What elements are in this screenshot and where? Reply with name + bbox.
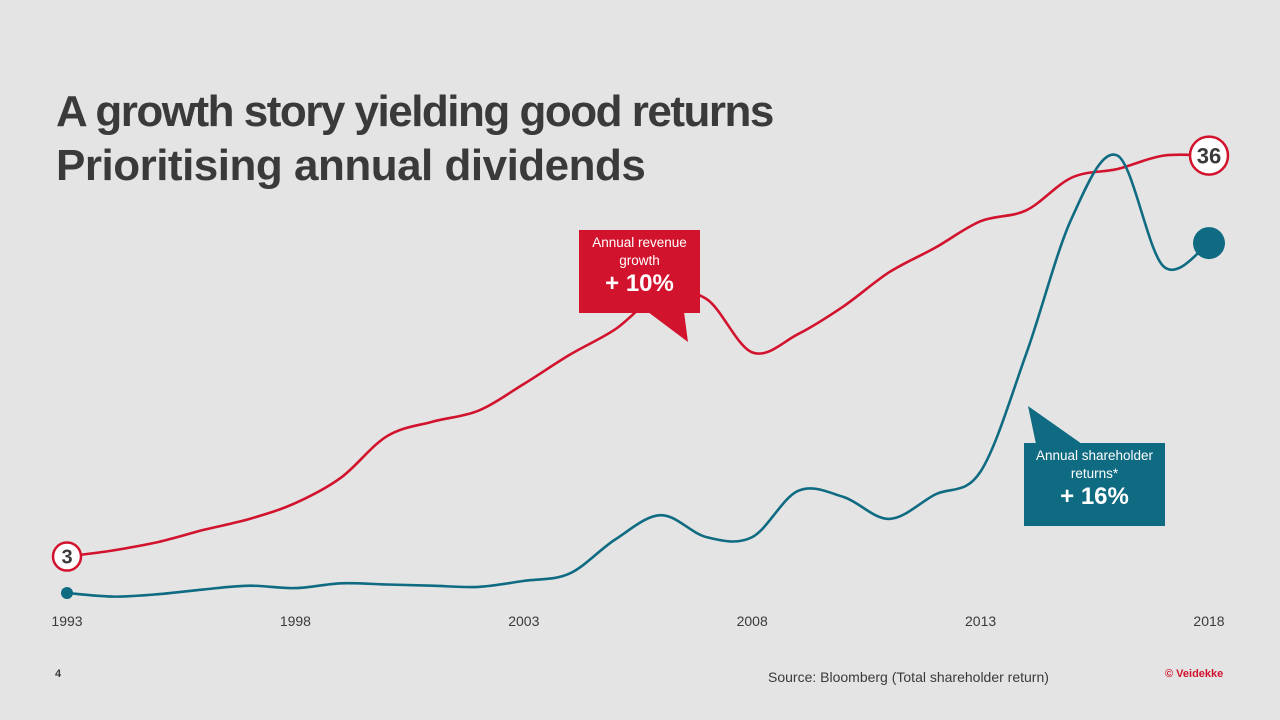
revenue-callout-label: Annual revenue growth: [592, 235, 687, 268]
x-tick-label: 2008: [737, 613, 768, 629]
series-layer: [65, 153, 1211, 598]
x-tick-label: 1998: [280, 613, 311, 629]
revenue-callout-value: + 10%: [605, 270, 674, 297]
x-tick-label: 2013: [965, 613, 996, 629]
page-title: A growth story yielding good returns: [56, 87, 774, 136]
x-tick-label: 1993: [51, 613, 82, 629]
marker-layer: 3 36: [51, 135, 1230, 599]
returns-callout-value: + 16%: [1060, 483, 1129, 510]
page-number: 4: [55, 668, 62, 680]
shareholder-returns-callout: Annual shareholder returns* + 16%: [1024, 443, 1165, 526]
x-axis-ticks: 1993 1998 2003 2008 2013 2018: [51, 613, 1224, 629]
returns-callout-label: Annual shareholder returns*: [1035, 448, 1154, 481]
callout-pointers: [648, 312, 1082, 444]
page-subtitle: Prioritising annual dividends: [56, 141, 646, 190]
revenue-start-label: 3: [61, 547, 72, 569]
returns-series-line: [65, 153, 1211, 598]
brand-logo: © Veidekke: [1165, 668, 1224, 680]
revenue-growth-callout: Annual revenue growth + 10%: [579, 230, 700, 313]
revenue-start-marker: 3: [51, 541, 83, 572]
revenue-callout-pointer: [648, 312, 688, 342]
returns-callout-pointer: [1028, 406, 1082, 444]
returns-end-marker: [1193, 227, 1225, 260]
source-note: Source: Bloomberg (Total shareholder ret…: [768, 669, 1049, 685]
x-tick-label: 2018: [1193, 613, 1224, 629]
x-tick-label: 2003: [508, 613, 539, 629]
returns-start-marker: [61, 587, 73, 599]
revenue-end-marker: 36: [1188, 135, 1230, 176]
revenue-end-label: 36: [1197, 144, 1221, 169]
